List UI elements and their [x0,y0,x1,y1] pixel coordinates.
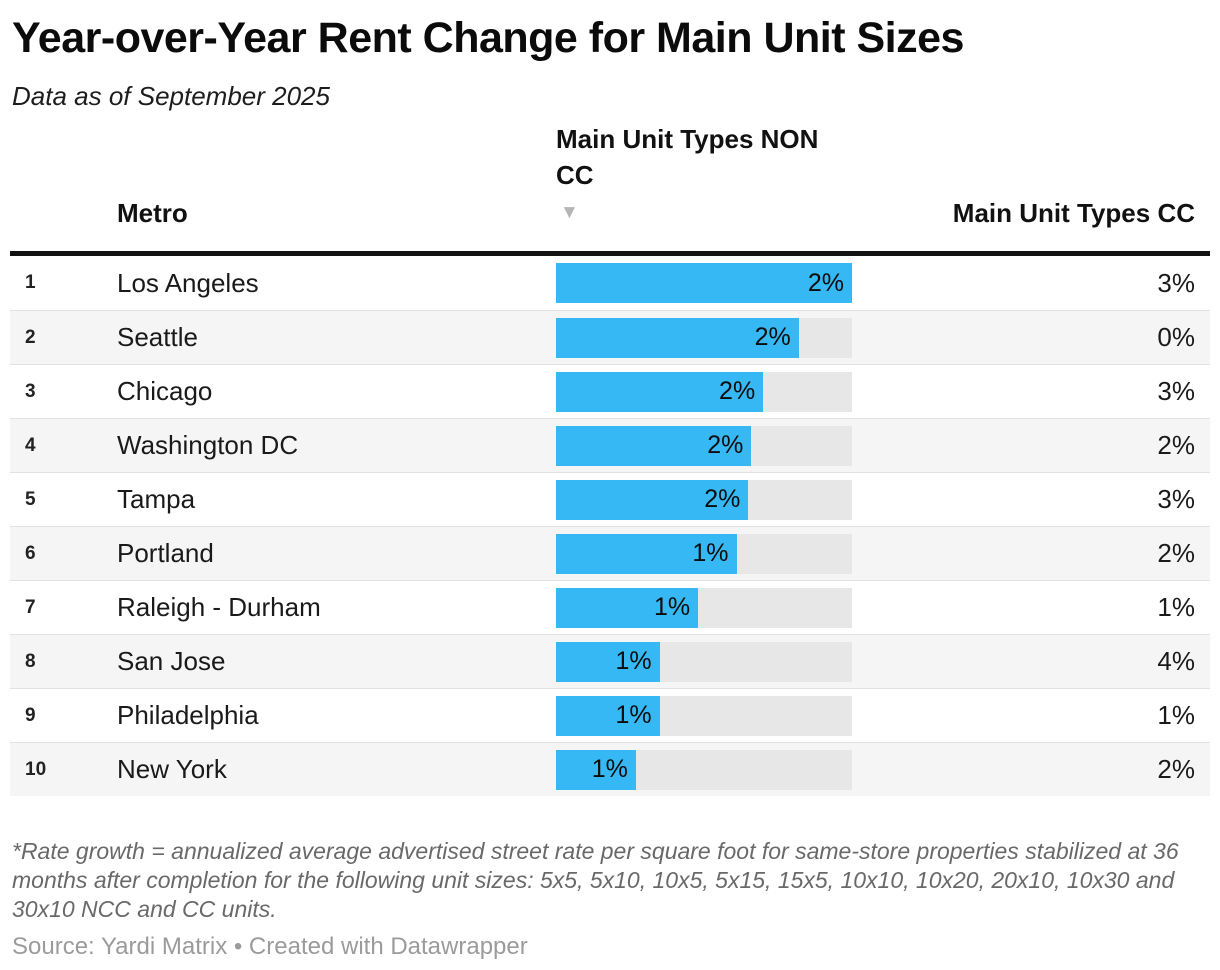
cc-value-cell: 2% [1157,538,1195,568]
ncc-bar-track: 2% [556,263,852,303]
ncc-bar-cell: 2% [556,371,852,412]
ncc-bar-label: 1% [653,593,691,621]
rank-cell: 1 [25,272,36,293]
rank-cell: 6 [25,542,36,564]
table-row: 5 Tampa 2% 3% [10,472,1210,526]
ncc-bar-cell: 2% [556,479,852,520]
ncc-bar-cell: 2% [556,425,852,466]
cc-value-cell: 3% [1157,376,1195,406]
chart-subtitle: Data as of September 2025 [12,81,330,111]
metro-cell: Chicago [117,376,213,406]
rank-cell: 8 [25,650,36,672]
ncc-bar-label: 1% [591,755,628,783]
ncc-bar: 2% [556,371,764,412]
table-body: 1 Los Angeles 2% 3% 2 Seattle [10,256,1210,796]
ncc-bar-track: 1% [556,641,852,682]
footnote: *Rate growth = annualized average advert… [12,838,1179,922]
ncc-bar: 2% [556,263,852,303]
ncc-bar-track: 1% [556,749,852,790]
ncc-bar: 1% [556,641,660,682]
ncc-bar-label: 2% [707,431,744,459]
ncc-bar-track: 1% [556,533,852,574]
ncc-bar-label: 2% [719,377,756,405]
rank-cell: 3 [25,380,36,402]
ncc-bar-label: 1% [692,539,729,567]
cc-value-cell: 1% [1157,700,1195,730]
col-header-metro[interactable]: Metro [117,198,188,228]
ncc-bar-track: 2% [556,425,852,466]
ncc-bar-track: 2% [556,317,852,358]
col-header-cc[interactable]: Main Unit Types CC [952,198,1195,228]
table-row: 8 San Jose 1% 4% [10,634,1210,688]
cc-value-cell: 0% [1157,322,1195,352]
metro-cell: Tampa [117,484,196,514]
ncc-bar: 2% [556,317,799,358]
chart-title: Year-over-Year Rent Change for Main Unit… [12,14,964,62]
cc-value-cell: 4% [1157,646,1195,676]
ncc-bar-label: 1% [615,647,652,675]
ncc-bar: 2% [556,479,749,520]
rank-cell: 5 [25,488,36,510]
rank-cell: 7 [25,596,36,618]
metro-cell: San Jose [117,646,226,676]
metro-cell: Philadelphia [117,700,259,730]
cc-value-cell: 3% [1157,484,1195,514]
rank-cell: 9 [25,704,36,726]
table-row: 6 Portland 1% 2% [10,526,1210,580]
ncc-bar-cell: 1% [556,695,852,736]
ncc-bar-label: 1% [615,701,652,729]
cc-value-cell: 3% [1157,267,1195,298]
ncc-bar-cell: 1% [556,749,852,790]
table-row: 7 Raleigh - Durham 1% 1% [10,580,1210,634]
table-row: 10 New York 1% 2% [10,742,1210,796]
cc-value-cell: 1% [1157,592,1195,622]
col-header-ncc-label: Main Unit Types NON CC [556,124,819,190]
metro-cell: Raleigh - Durham [117,592,321,622]
metro-cell: Washington DC [117,430,299,460]
ncc-bar: 1% [556,533,737,574]
ncc-bar-label: 2% [754,323,791,351]
ncc-bar: 1% [556,695,660,736]
rent-change-table: Metro Main Unit Types NON CC ▼ Main Unit … [10,111,1210,796]
ncc-bar: 1% [556,587,699,628]
ncc-bar-label: 2% [704,485,741,513]
rank-cell: 2 [25,326,36,348]
metro-cell: New York [117,754,227,784]
ncc-bar-cell: 1% [556,641,852,682]
table-header-row: Metro Main Unit Types NON CC ▼ Main Unit … [10,111,1210,256]
col-header-ncc[interactable]: Main Unit Types NON CC ▼ [556,121,852,231]
ncc-bar-cell: 2% [556,263,852,303]
ncc-bar-label: 2% [807,268,844,297]
ncc-bar: 1% [556,749,636,790]
ncc-bar-track: 2% [556,479,852,520]
ncc-bar-cell: 1% [556,587,852,628]
ncc-bar: 2% [556,425,752,466]
ncc-bar-track: 1% [556,587,852,628]
ncc-bar-cell: 1% [556,533,852,574]
ncc-bar-cell: 2% [556,317,852,358]
metro-cell: Los Angeles [117,267,259,298]
table-row: 9 Philadelphia 1% 1% [10,688,1210,742]
ncc-bar-track: 1% [556,695,852,736]
table-row: 3 Chicago 2% 3% [10,364,1210,418]
cc-value-cell: 2% [1157,754,1195,784]
table-row: 1 Los Angeles 2% 3% [10,256,1210,310]
cc-value-cell: 2% [1157,430,1195,460]
rank-cell: 10 [25,758,47,780]
metro-cell: Seattle [117,322,198,352]
ncc-bar-track: 2% [556,371,852,412]
sort-descending-icon: ▼ [560,202,579,223]
metro-cell: Portland [117,538,214,568]
table-row: 2 Seattle 2% 0% [10,310,1210,364]
source-line: Source: Yardi Matrix • Created with Data… [12,933,528,960]
rank-cell: 4 [25,434,36,456]
table-row: 4 Washington DC 2% 2% [10,418,1210,472]
